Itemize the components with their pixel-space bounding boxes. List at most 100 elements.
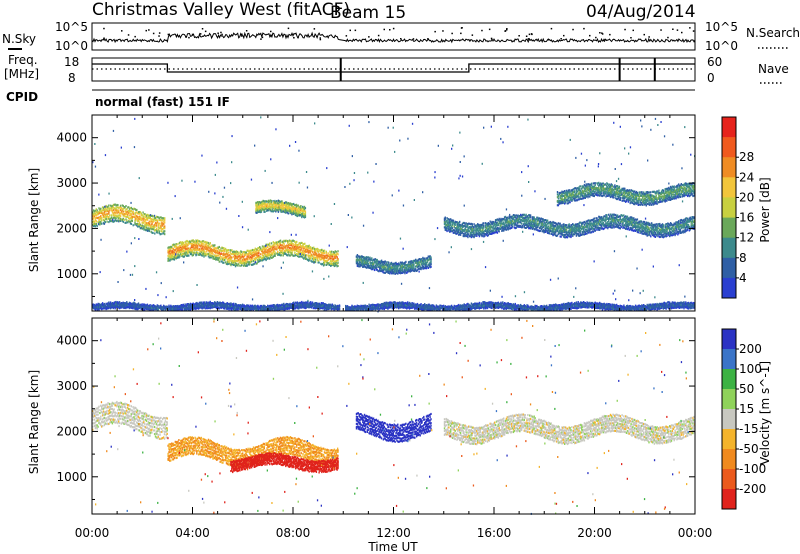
data-cell (500, 219, 502, 222)
data-cell (207, 244, 210, 247)
data-cell (455, 228, 457, 231)
data-cell (364, 262, 367, 265)
data-cell (168, 252, 170, 255)
data-cell (453, 221, 455, 224)
data-cell (303, 208, 306, 211)
data-cell (95, 208, 97, 211)
data-cell (102, 216, 105, 219)
data-cell (523, 219, 525, 222)
data-cell (453, 225, 455, 228)
data-cell (552, 234, 554, 237)
data-cell (375, 268, 377, 271)
data-cell (605, 225, 607, 228)
data-cell (673, 228, 675, 231)
data-cell (246, 261, 248, 264)
data-cell (111, 220, 114, 223)
data-cell (467, 232, 469, 235)
data-cell (271, 206, 273, 209)
data-cell (563, 225, 565, 228)
data-cell (417, 263, 420, 266)
data-cell (564, 229, 567, 232)
data-cell (632, 224, 634, 227)
data-cell (279, 206, 281, 209)
data-cell (634, 225, 636, 228)
data-cell (188, 241, 190, 244)
data-cell (407, 263, 409, 266)
data-cell (151, 221, 153, 224)
nsearch-point (504, 30, 506, 32)
data-cell (425, 261, 428, 264)
data-cell (146, 216, 148, 219)
data-cell (485, 233, 488, 236)
data-cell (112, 220, 115, 223)
nsearch-point (103, 27, 105, 30)
data-cell (273, 209, 275, 212)
data-cell (282, 206, 284, 209)
data-cell (451, 224, 454, 227)
data-cell (106, 207, 108, 210)
data-cell (170, 249, 172, 252)
data-cell (305, 250, 307, 253)
data-cell (331, 257, 333, 260)
data-cell (128, 209, 130, 212)
data-cell (479, 230, 481, 233)
data-cell (396, 271, 398, 274)
data-cell (550, 227, 552, 230)
data-cell (372, 265, 375, 268)
data-cell (122, 210, 124, 213)
data-cell (650, 226, 652, 229)
data-cell (390, 267, 393, 270)
data-cell (180, 246, 182, 249)
data-cell (592, 225, 595, 228)
data-cell (128, 206, 130, 209)
data-cell (268, 248, 270, 251)
data-cell (568, 189, 570, 192)
data-cell (443, 222, 446, 225)
data-cell (613, 223, 615, 226)
data-cell (592, 227, 595, 230)
data-cell (178, 242, 180, 245)
data-cell (93, 212, 96, 215)
data-cell (553, 232, 555, 235)
data-cell (692, 224, 694, 227)
nsearch-point (158, 35, 160, 37)
data-cell (667, 228, 669, 231)
data-cell (500, 227, 502, 230)
data-cell (637, 229, 639, 232)
data-cell (559, 230, 561, 233)
data-cell (605, 221, 607, 224)
data-cell (233, 255, 235, 258)
data-cell (273, 254, 275, 257)
data-cell (317, 251, 319, 254)
data-cell (139, 216, 142, 219)
data-cell (126, 211, 128, 214)
data-cell (297, 246, 300, 249)
data-cell (634, 218, 637, 221)
data-cell (524, 222, 526, 225)
data-cell (278, 207, 280, 210)
data-cell (290, 204, 292, 207)
data-cell (178, 254, 180, 257)
nsearch-point (134, 35, 136, 38)
data-cell (132, 210, 134, 213)
data-cell (192, 239, 194, 242)
data-cell (292, 247, 294, 250)
data-cell (175, 251, 177, 254)
data-cell (556, 224, 559, 227)
data-cell (171, 250, 174, 253)
data-cell (388, 261, 390, 264)
data-cell (278, 240, 281, 243)
data-cell (551, 224, 553, 227)
data-cell (675, 232, 677, 235)
data-cell (217, 254, 220, 257)
data-cell (251, 256, 254, 259)
data-cell (413, 264, 415, 267)
data-cell (564, 233, 566, 236)
data-cell (642, 230, 644, 233)
data-cell (276, 209, 279, 212)
data-cell (316, 249, 318, 252)
data-cell (282, 242, 284, 245)
data-cell (326, 256, 328, 259)
data-cell (299, 205, 301, 208)
data-cell (555, 229, 558, 232)
